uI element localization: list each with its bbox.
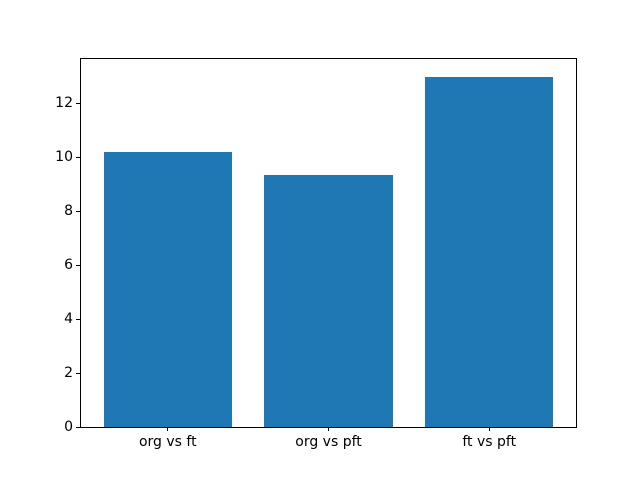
bar-org-vs-ft bbox=[103, 152, 233, 427]
y-tick-mark bbox=[76, 372, 80, 374]
bar-org-vs-pft bbox=[264, 174, 393, 427]
y-tick-mark bbox=[76, 102, 80, 104]
y-tick-mark bbox=[76, 318, 80, 320]
x-tick-label: org vs pft bbox=[295, 434, 362, 450]
y-tick-label: 0 bbox=[64, 419, 73, 435]
y-tick-label: 6 bbox=[64, 257, 73, 274]
y-tick-label: 2 bbox=[64, 365, 73, 382]
y-tick-label: 10 bbox=[55, 149, 73, 166]
y-tick-mark bbox=[76, 156, 80, 158]
bar-ft-vs-pft bbox=[424, 76, 554, 427]
x-tick-mark bbox=[167, 427, 169, 431]
x-tick-mark bbox=[328, 427, 329, 431]
y-tick-mark bbox=[76, 210, 80, 212]
y-tick-mark bbox=[76, 426, 80, 428]
y-tick-label: 12 bbox=[55, 95, 73, 112]
y-tick-mark bbox=[76, 264, 80, 266]
axes: 0 2 4 6 8 10 12 org vs ft org vs pft ft vs pft bbox=[55, 58, 577, 449]
x-tick-mark bbox=[488, 427, 490, 431]
y-tick-label: 4 bbox=[64, 311, 73, 328]
x-tick-label: ft vs pft bbox=[462, 434, 517, 450]
y-tick-label: 8 bbox=[64, 203, 73, 220]
x-tick-label: org vs ft bbox=[138, 434, 197, 450]
